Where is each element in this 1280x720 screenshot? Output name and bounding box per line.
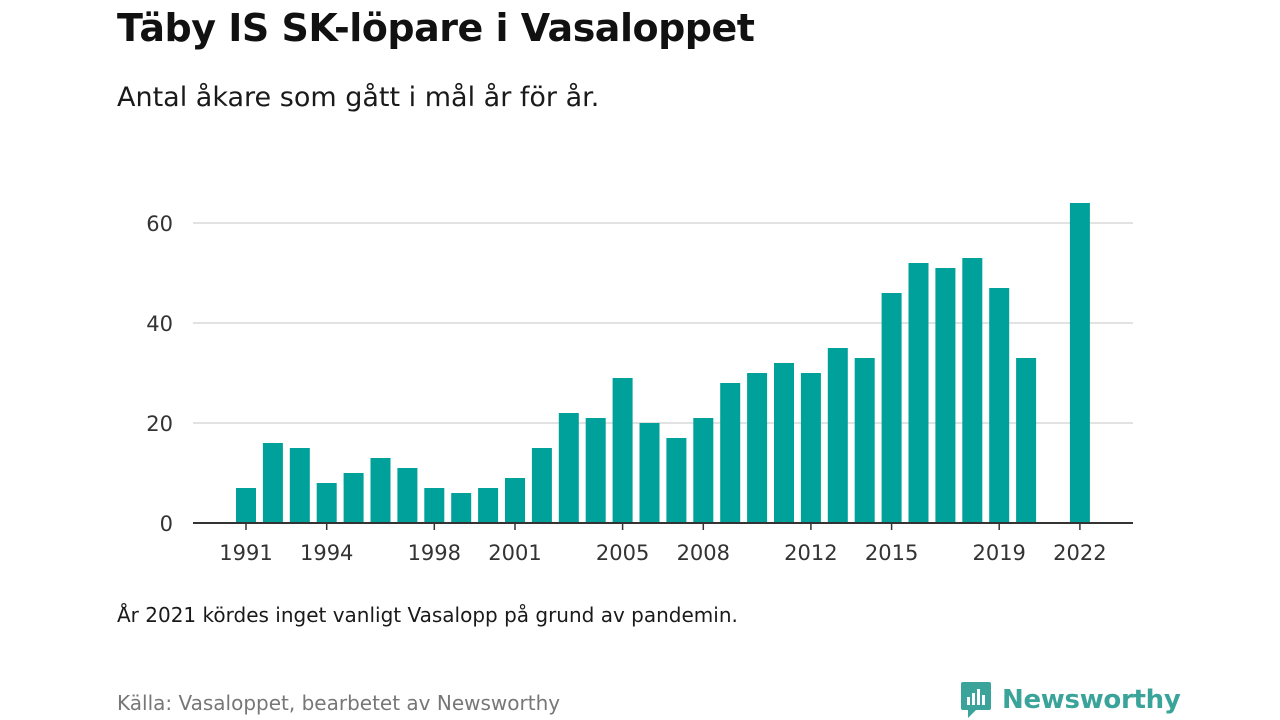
x-tick-label: 2008 (677, 541, 730, 565)
x-tick-label: 2005 (596, 541, 649, 565)
y-tick-label: 20 (146, 412, 173, 436)
x-tick-label: 2015 (865, 541, 918, 565)
bar (908, 263, 929, 523)
bar (666, 438, 687, 523)
x-tick-label: 2001 (488, 541, 541, 565)
bar (989, 288, 1010, 523)
source-credit: Källa: Vasaloppet, bearbetet av Newswort… (117, 691, 561, 715)
bar (1016, 358, 1037, 523)
bar (774, 363, 794, 523)
bar (881, 293, 902, 523)
y-tick-label: 0 (160, 512, 173, 536)
bar (289, 448, 310, 523)
brand-logo: Newsworthy (960, 680, 1181, 720)
bar (827, 348, 848, 523)
bar-chart: 0 20 40 60 1991 1994 1998 2001 2005 2008 2012 2015 2… (146, 203, 1133, 565)
bar (639, 423, 660, 523)
bar (720, 383, 741, 523)
x-tick-label: 1998 (408, 541, 461, 565)
bar (935, 268, 956, 523)
y-tick-label: 40 (146, 312, 173, 336)
bar (370, 458, 391, 523)
x-tick-label: 2022 (1053, 541, 1106, 565)
bar (800, 373, 821, 523)
bar (343, 473, 364, 523)
x-tick-label: 2012 (784, 541, 837, 565)
bar (262, 443, 283, 523)
x-tick-label: 1991 (219, 541, 272, 565)
bar (236, 488, 256, 523)
bar (451, 493, 472, 523)
bar (1069, 203, 1090, 523)
chart-title: Täby IS SK-löpare i Vasaloppet (117, 6, 755, 50)
bar (478, 488, 499, 523)
bar (747, 373, 768, 523)
bar (505, 478, 525, 523)
bar (531, 448, 552, 523)
bar (558, 413, 579, 523)
bar (693, 418, 714, 523)
x-tick-label: 1994 (300, 541, 353, 565)
y-tick-label: 60 (146, 212, 173, 236)
chart-note: År 2021 kördes inget vanligt Vasalopp på… (117, 603, 738, 627)
bar (612, 378, 633, 523)
chart-subtitle: Antal åkare som gått i mål år för år. (117, 82, 600, 113)
newsworthy-logo-icon (961, 682, 991, 718)
bar (585, 418, 606, 523)
bar (962, 258, 983, 523)
bar (424, 488, 445, 523)
bar (316, 483, 337, 523)
brand-name: Newsworthy (1002, 685, 1181, 715)
x-tick-label: 2019 (972, 541, 1025, 565)
bar (854, 358, 875, 523)
bar (397, 468, 418, 523)
